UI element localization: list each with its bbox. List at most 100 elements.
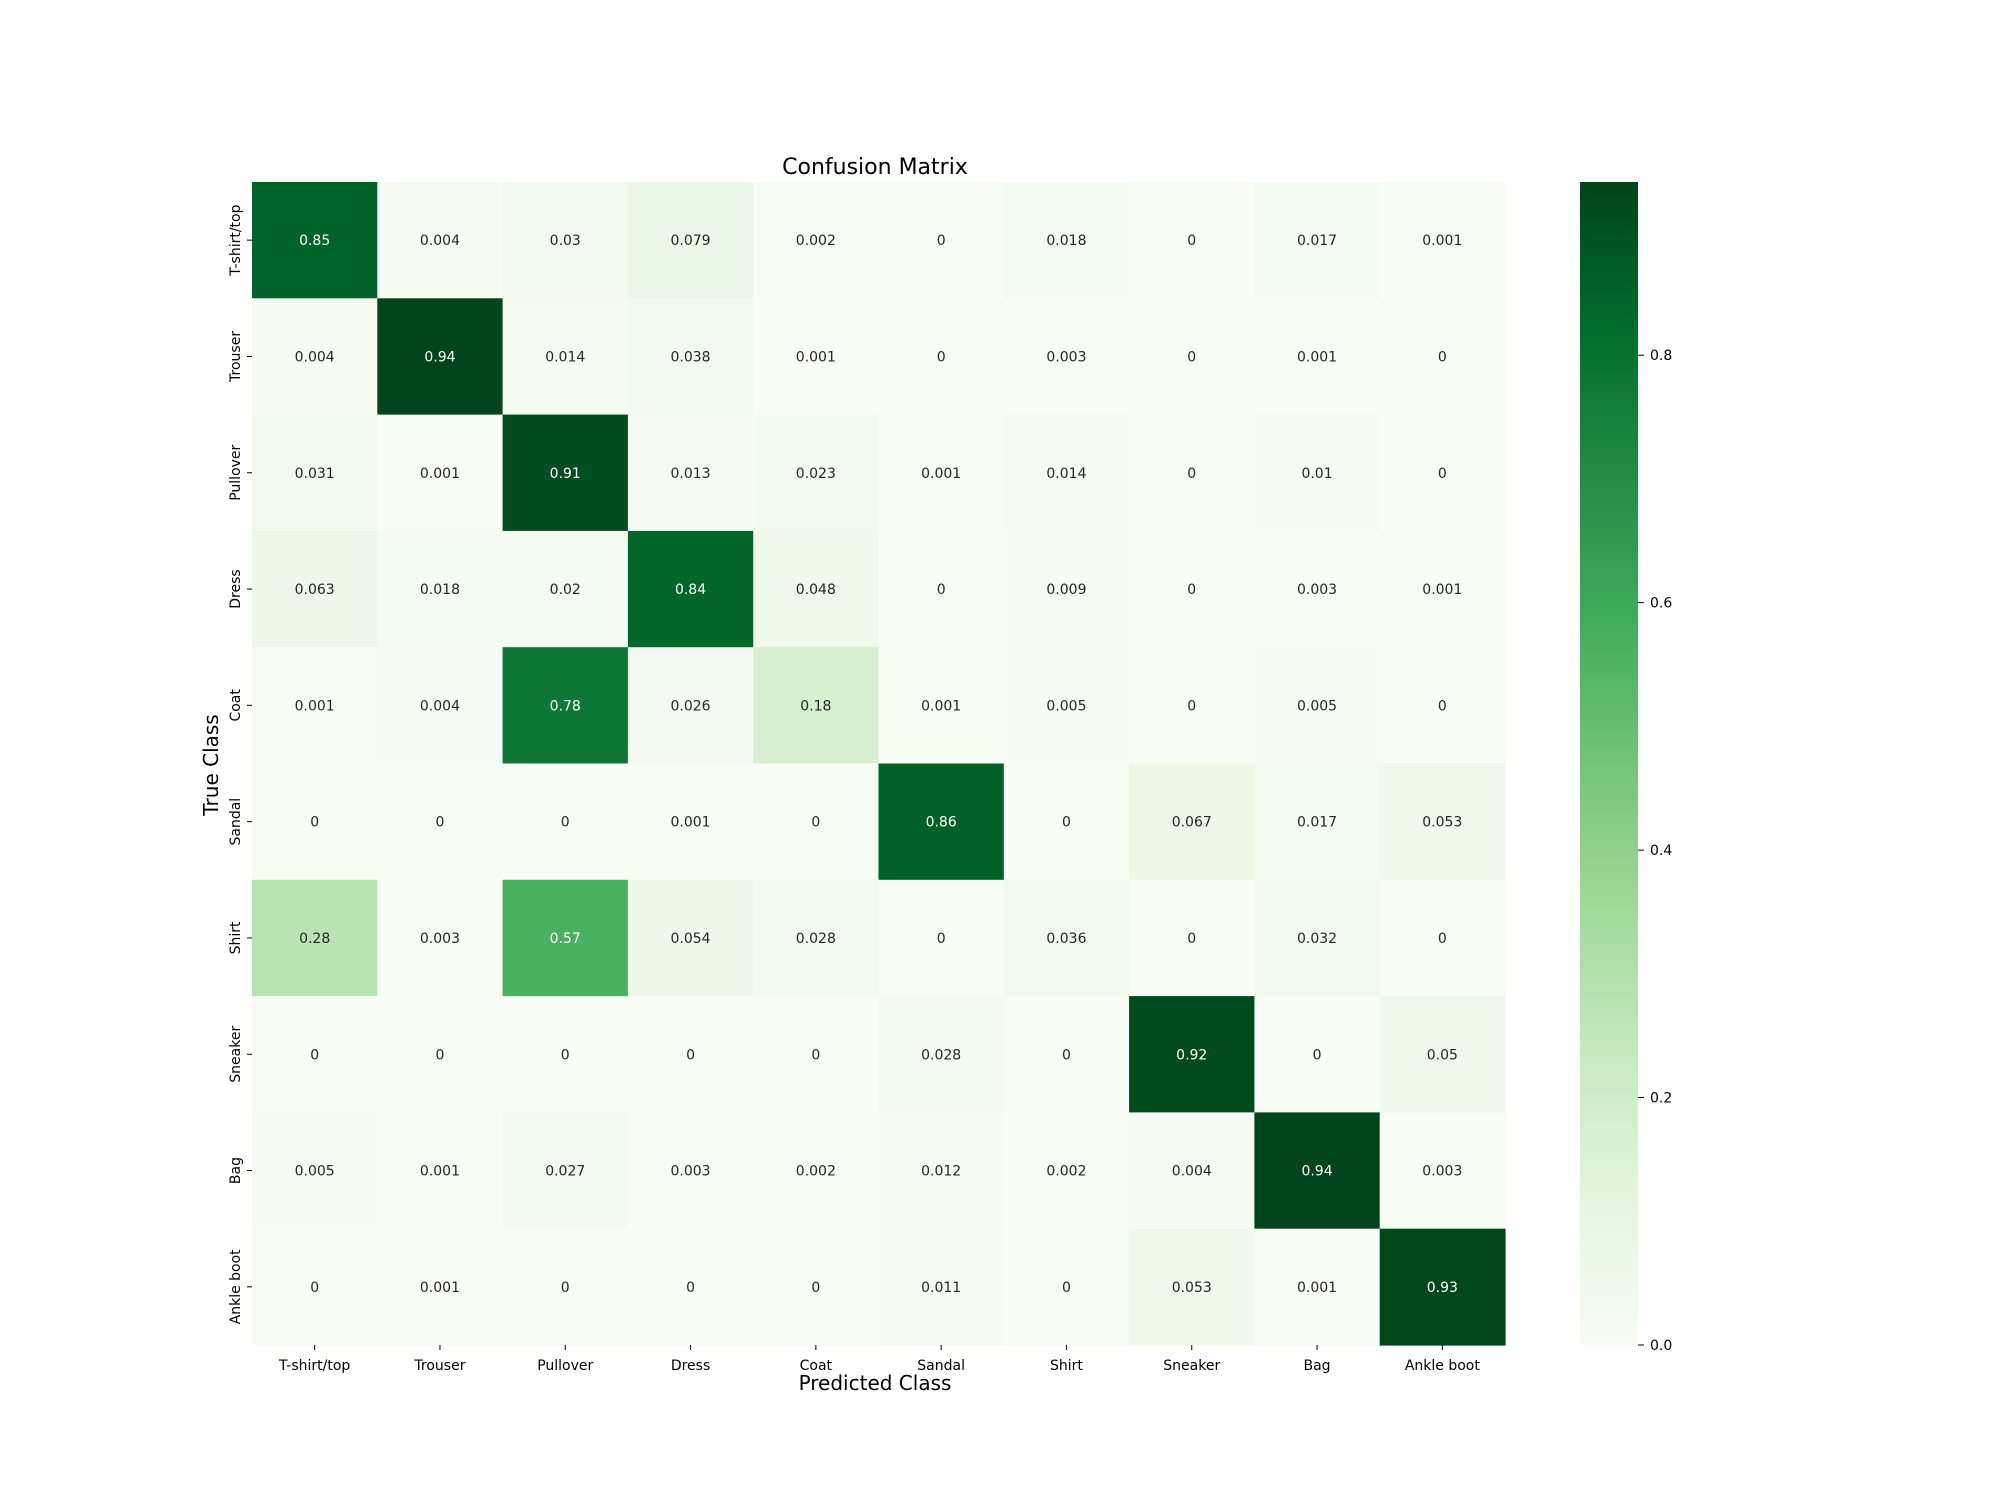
cell-value-label: 0.026: [671, 698, 711, 714]
x-tick-label: T-shirt/top: [278, 1358, 350, 1374]
cell-value-label: 0: [937, 233, 946, 249]
cell-value-label: 0.014: [545, 349, 585, 365]
heatmap-cell: [502, 996, 629, 1113]
cell-value-label: 0.012: [921, 1164, 961, 1180]
heatmap-cell: [377, 879, 504, 997]
heatmap-cell: [502, 763, 629, 881]
y-axis-label: True Class: [199, 714, 223, 816]
heatmap-cell: [627, 647, 754, 765]
heatmap-cell: [753, 414, 880, 532]
cell-value-label: 0.005: [1297, 698, 1337, 714]
heatmap-cell: [1254, 414, 1381, 532]
cell-value-label: 0.001: [921, 698, 961, 714]
heatmap-cell: [502, 298, 629, 416]
cell-value-label: 0.003: [1297, 582, 1337, 598]
chart-title: Confusion Matrix: [782, 155, 968, 180]
colorbar-ticks: 0.0 0.2 0.4 0.6 0.8: [1638, 348, 1672, 1354]
heatmap-cell: [502, 530, 629, 648]
cell-value-label: 0.009: [1046, 582, 1086, 598]
cell-value-label: 0.014: [1046, 466, 1086, 482]
y-tick-label: Ankle boot: [228, 1249, 244, 1325]
cell-value-label: 0.023: [796, 466, 836, 482]
heatmap-cell: [1379, 182, 1506, 299]
cell-value-label: 0.02: [550, 582, 581, 598]
heatmap-cell: [1379, 1112, 1506, 1230]
heatmap-cell: [1379, 763, 1506, 881]
heatmap-cell: [377, 298, 504, 416]
heatmap-cell: [1379, 530, 1506, 648]
cell-value-label: 0.038: [671, 349, 711, 365]
cell-value-label: 0.054: [671, 931, 711, 947]
heatmap-cell: [377, 1228, 504, 1346]
heatmap-cell: [1129, 182, 1255, 299]
heatmap-cell: [1003, 1228, 1130, 1346]
cell-value-label: 0.002: [796, 1164, 836, 1180]
heatmap-cell: [878, 1112, 1005, 1230]
x-tick-label: Ankle boot: [1405, 1358, 1481, 1374]
heatmap-cell: [1129, 1112, 1255, 1230]
x-tick-label: Trouser: [413, 1358, 465, 1374]
heatmap-cell: [1003, 647, 1130, 765]
heatmap-cell: [1003, 763, 1130, 881]
cell-value-label: 0.028: [921, 1047, 961, 1063]
cell-value-label: 0: [686, 1280, 695, 1296]
colorbar-tick-label: 0.6: [1650, 596, 1672, 612]
heatmap-cell: [377, 763, 504, 881]
heatmap-cell: [1003, 879, 1130, 997]
heatmap-cell: [753, 647, 880, 765]
heatmap-cell: [1254, 1112, 1381, 1230]
heatmap-cell: [502, 414, 629, 532]
heatmap-cell: [1254, 879, 1381, 997]
heatmap-cell: [1003, 996, 1130, 1113]
heatmap-cell: [1379, 1228, 1506, 1346]
cell-value-label: 0.001: [671, 815, 711, 831]
cell-value-label: 0.001: [420, 1164, 460, 1180]
heatmap-cell: [1254, 530, 1381, 648]
heatmap-cell: [1129, 996, 1255, 1113]
heatmap-cell: [1254, 647, 1381, 765]
cell-value-label: 0.005: [295, 1164, 335, 1180]
cell-value-label: 0.031: [295, 466, 335, 482]
cell-value-label: 0.57: [550, 931, 581, 947]
cell-value-label: 0.001: [1422, 233, 1462, 249]
cell-value-label: 0: [686, 1047, 695, 1063]
cell-value-label: 0.004: [420, 698, 460, 714]
cell-value-label: 0: [310, 1047, 319, 1063]
heatmap-cell: [1254, 996, 1381, 1113]
cell-value-label: 0.001: [921, 466, 961, 482]
heatmap-cell: [377, 1112, 504, 1230]
heatmap-cell: [502, 647, 629, 765]
cell-value-label: 0: [937, 582, 946, 598]
cell-value-label: 0: [1187, 466, 1196, 482]
cell-value-label: 0.005: [1046, 698, 1086, 714]
cell-value-label: 0.011: [921, 1280, 961, 1296]
cell-value-label: 0.018: [1046, 233, 1086, 249]
cell-value-label: 0.001: [1297, 349, 1337, 365]
cell-value-label: 0: [1187, 931, 1196, 947]
cell-value-label: 0.063: [295, 582, 335, 598]
cell-value-label: 0: [1187, 349, 1196, 365]
cell-value-label: 0: [1062, 1280, 1071, 1296]
cell-value-label: 0.067: [1172, 815, 1212, 831]
cell-value-label: 0.004: [420, 233, 460, 249]
heatmap-cell: [627, 1228, 754, 1346]
cell-value-label: 0.28: [299, 931, 330, 947]
cell-value-label: 0: [1438, 931, 1447, 947]
cell-value-label: 0.036: [1046, 931, 1086, 947]
cell-value-label: 0.001: [420, 466, 460, 482]
cell-value-label: 0.002: [1046, 1164, 1086, 1180]
heatmap-cell: [1003, 1112, 1130, 1230]
heatmap-cell: [252, 182, 378, 299]
y-axis-ticks: T-shirt/top Trouser Pullover Dress Coat Sanda…: [228, 204, 252, 1324]
x-axis-label: Predicted Class: [799, 1371, 952, 1395]
cell-value-label: 0: [1187, 698, 1196, 714]
cell-value-label: 0.003: [671, 1164, 711, 1180]
heatmap-cell: [1129, 1228, 1255, 1346]
cell-value-label: 0.017: [1297, 233, 1337, 249]
cell-value-label: 0.003: [420, 931, 460, 947]
y-tick-label: Trouser: [228, 331, 244, 383]
heatmap-cell: [753, 530, 880, 648]
cell-value-label: 0: [310, 1280, 319, 1296]
y-tick-label: Sneaker: [228, 1026, 244, 1083]
